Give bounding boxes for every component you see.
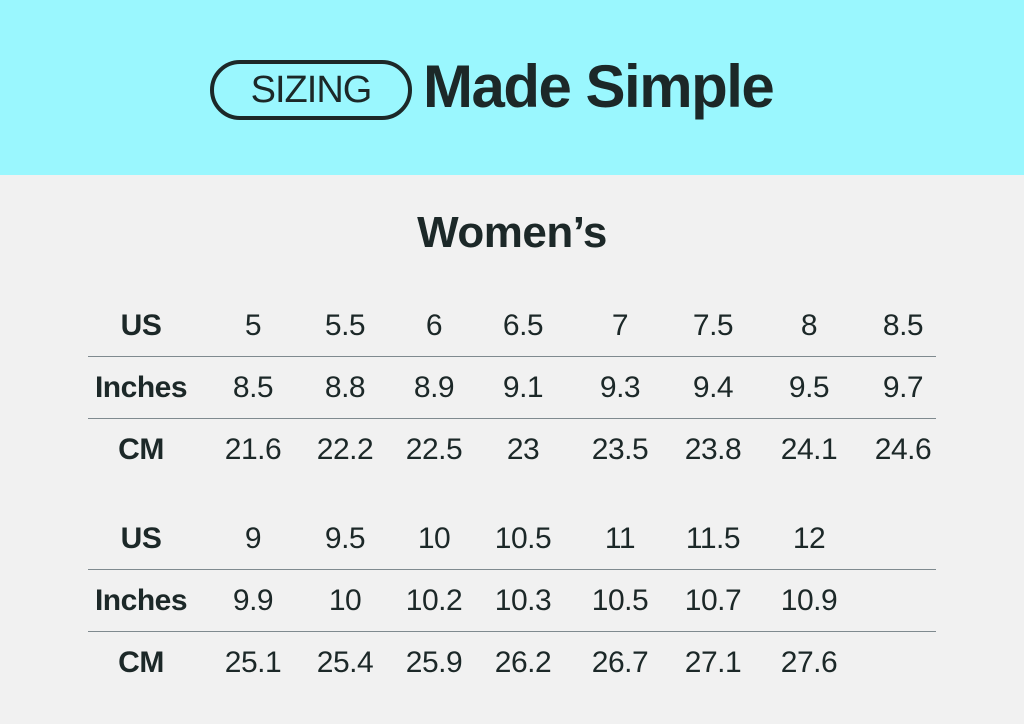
table-cell: 9.9 [232,584,274,617]
table-cell: 8.8 [324,371,366,404]
size-table-2: US 9 9.5 10 10.5 11 11.5 12 Inches 9.9 10 10.2 10.3 1… [88,508,936,693]
table-cell: 9.7 [882,371,924,404]
table-cell: 21.6 [224,433,282,466]
headline: Made Simple [423,53,775,120]
table-cell: 8.9 [413,371,455,404]
table-cell: 11 [604,522,636,555]
table-cell: 10.7 [684,584,742,617]
row-label: CM [118,646,164,679]
table-row-us: US 9 9.5 10 10.5 11 11.5 12 [88,508,936,570]
table-cell: 23.5 [591,433,649,466]
header-banner: SIZING Made Simple [0,0,1024,175]
table-cell: 10.5 [494,522,552,555]
table-cell: 5 [244,309,262,342]
table-row-inches: Inches 9.9 10 10.2 10.3 10.5 10.7 10.9 [88,570,936,632]
size-table-1: US 5 5.5 6 6.5 7 7.5 8 8.5 Inches 8.5 8.8 8.9 9.1 9.3 9… [88,295,936,480]
row-label: Inches [94,371,188,404]
table-cell: 8.5 [882,309,924,342]
table-cell: 23.8 [684,433,742,466]
table-cell: 7.5 [692,309,734,342]
table-cell: 10.3 [494,584,552,617]
table-row-inches: Inches 8.5 8.8 8.9 9.1 9.3 9.4 9.5 9.7 [88,357,936,419]
table-cell: 24.6 [874,433,932,466]
table-cell: 26.2 [494,646,552,679]
table-cell: 22.2 [316,433,374,466]
table-cell: 6 [425,309,443,342]
row-label: US [120,522,162,555]
table-cell: 22.5 [405,433,463,466]
table-cell: 6.5 [502,309,544,342]
table-row-cm: CM 21.6 22.2 22.5 23 23.5 23.8 24.1 24.6 [88,419,936,480]
table-cell: 8 [800,309,818,342]
table-cell: 9.1 [502,371,544,404]
table-cell: 9.5 [324,522,366,555]
table-cell: 25.4 [316,646,374,679]
table-cell: 9.5 [788,371,830,404]
table-cell: 10.9 [780,584,838,617]
table-cell: 26.7 [591,646,649,679]
table-cell: 25.9 [405,646,463,679]
table-cell: 10.2 [405,584,463,617]
table-cell: 9.4 [692,371,734,404]
row-label: US [120,309,162,342]
table-cell: 11.5 [685,522,741,555]
table-cell: 12 [792,522,826,555]
table-cell: 8.5 [232,371,274,404]
section-title: Women’s [417,208,607,257]
table-cell: 9.3 [599,371,641,404]
table-cell: 5.5 [324,309,366,342]
table-cell: 10.5 [591,584,649,617]
table-cell: 24.1 [780,433,838,466]
table-cell: 7 [611,309,629,342]
row-label: CM [118,433,164,466]
table-cell: 23 [506,433,540,466]
sizing-badge: SIZING [210,60,412,120]
table-cell: 25.1 [224,646,282,679]
table-cell: 9 [244,522,262,555]
row-label: Inches [94,584,188,617]
table-row-us: US 5 5.5 6 6.5 7 7.5 8 8.5 [88,295,936,357]
table-cell: 27.1 [684,646,742,679]
table-cell: 10 [328,584,362,617]
table-cell: 10 [417,522,451,555]
table-row-cm: CM 25.1 25.4 25.9 26.2 26.7 27.1 27.6 [88,632,936,693]
table-cell: 27.6 [780,646,838,679]
